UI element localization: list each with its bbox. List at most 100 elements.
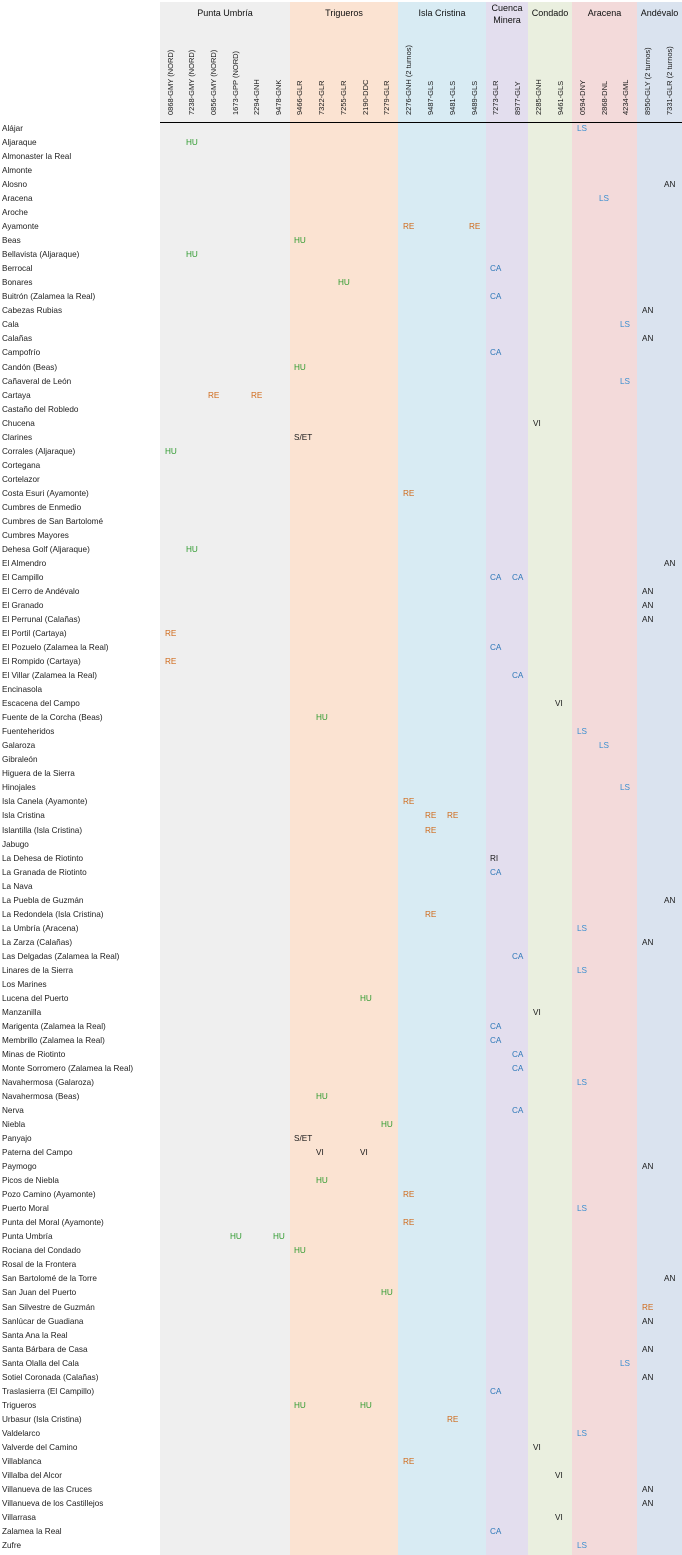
row-label: Sotiel Coronada (Calañas) — [2, 1372, 99, 1382]
row-label: Cabezas Rubias — [2, 306, 63, 316]
row-label: Alosno — [2, 180, 28, 190]
row-label: Cortelazor — [2, 474, 40, 484]
cell-code: AN — [642, 601, 654, 611]
group-band — [637, 2, 682, 1555]
row-label: Costa Esuri (Ayamonte) — [2, 488, 89, 498]
cell-code: RE — [165, 629, 177, 639]
row-label: Aroche — [2, 208, 28, 218]
row-label: La Zarza (Calañas) — [2, 937, 73, 947]
row-label: Santa Bárbara de Casa — [2, 1344, 88, 1354]
row-label: Isla Canela (Ayamonte) — [2, 797, 88, 807]
row-label: Cala — [2, 320, 19, 330]
group-band — [160, 2, 290, 1555]
row-label: San Juan del Puerto — [2, 1288, 77, 1298]
column-header: 8977-GLY — [513, 28, 523, 120]
group-header: Trigueros — [325, 8, 363, 18]
row-label: Calañas — [2, 334, 33, 344]
row-label: La Redondela (Isla Cristina) — [2, 909, 104, 919]
cell-code: HU — [165, 446, 177, 456]
cell-code: VI — [533, 418, 541, 428]
cell-code: S/ET — [294, 432, 313, 442]
cell-code: AN — [642, 1484, 654, 1494]
cell-code: CA — [490, 1021, 502, 1031]
cell-code: CA — [490, 264, 502, 274]
cell-code: HU — [186, 544, 198, 554]
row-label: Zufre — [2, 1541, 22, 1551]
cell-code: RE — [165, 657, 177, 667]
row-label: San Silvestre de Guzmán — [2, 1302, 95, 1312]
cell-code: LS — [620, 320, 631, 330]
column-header: 9478-GNK — [274, 28, 284, 120]
cell-code: RE — [425, 811, 437, 821]
cell-code: AN — [642, 334, 654, 344]
cell-code: LS — [620, 376, 631, 386]
row-label: Urbasur (Isla Cristina) — [2, 1414, 82, 1424]
column-header: 8950-GLY (2 turnos) — [643, 28, 653, 120]
cell-code: HU — [316, 713, 328, 723]
group-band — [290, 2, 398, 1555]
cell-code: HU — [294, 1246, 306, 1256]
row-label: Bellavista (Aljaraque) — [2, 250, 80, 260]
row-label: Ayamonte — [2, 222, 39, 232]
cell-code: LS — [577, 1078, 588, 1088]
row-label: Panyajo — [2, 1134, 32, 1144]
cell-code: S/ET — [294, 1134, 313, 1144]
row-label: Zalamea la Real — [2, 1527, 62, 1536]
row-label: Villanueva de los Castillejos — [2, 1498, 104, 1508]
row-label: Las Delgadas (Zalamea la Real) — [2, 951, 120, 961]
cell-code: VI — [360, 1148, 368, 1158]
row-label: Punta Umbría — [2, 1232, 53, 1242]
row-label: Villalba del Alcor — [2, 1470, 62, 1480]
row-label: Lucena del Puerto — [2, 993, 69, 1003]
group-header: Condado — [531, 8, 569, 18]
cell-code: HU — [360, 1400, 372, 1410]
row-label: Trigueros — [2, 1400, 37, 1410]
row-label: El Almendro — [2, 558, 47, 568]
cell-code: LS — [577, 1428, 588, 1438]
column-header-label: 2285-GNH — [534, 79, 543, 115]
cell-code: AN — [642, 1344, 654, 1354]
column-header-label: 9461-GLS — [556, 80, 565, 115]
cell-code: RE — [403, 1218, 415, 1228]
cell-code: VI — [533, 1442, 541, 1452]
row-label: Niebla — [2, 1120, 26, 1130]
row-label: El Granado — [2, 601, 44, 611]
cell-code: HU — [186, 138, 198, 148]
group-band — [486, 2, 528, 1555]
cell-code: LS — [577, 727, 588, 737]
column-header-label: 2276-GNH (2 turnos) — [404, 44, 413, 115]
cell-code: CA — [512, 951, 524, 961]
row-label: Membrillo (Zalamea la Real) — [2, 1035, 105, 1045]
cell-code: AN — [642, 586, 654, 596]
cell-code: LS — [599, 194, 610, 204]
cell-code: AN — [664, 1274, 676, 1284]
column-header: 7279-GLR — [382, 28, 392, 120]
cell-code: LS — [599, 741, 610, 751]
column-header-label: 7273-GLR — [491, 80, 500, 115]
row-label: Picos de Niebla — [2, 1176, 59, 1186]
row-label: Minas de Riotinto — [2, 1049, 66, 1059]
column-header-label: 1673-GPP (NORD) — [231, 50, 240, 115]
row-label: Cañaveral de León — [2, 376, 72, 386]
column-header-label: 8950-GLY (2 turnos) — [643, 47, 652, 115]
header-divider — [160, 122, 682, 123]
row-label: Aracena — [2, 194, 33, 204]
cell-code: RE — [251, 390, 263, 400]
row-label: Cortegana — [2, 460, 41, 470]
row-label: El Cerro de Andévalo — [2, 586, 80, 596]
row-label: Candón (Beas) — [2, 362, 58, 372]
column-header-label: 7255-GLR — [339, 80, 348, 115]
row-label: Punta del Moral (Ayamonte) — [2, 1218, 104, 1228]
cell-code: AN — [642, 937, 654, 947]
row-label: Monte Sorromero (Zalamea la Real) — [2, 1064, 134, 1073]
cell-code: LS — [577, 1204, 588, 1214]
row-label: La Nava — [2, 881, 33, 891]
row-label: Paymogo — [2, 1162, 37, 1172]
cell-code: CA — [512, 572, 524, 582]
column-header-label: 0856-GMY (NORD) — [209, 49, 218, 115]
row-label: La Dehesa de Riotinto — [2, 853, 84, 863]
column-header: 9481-GLS — [448, 28, 458, 120]
column-header: 7273-GLR — [491, 28, 501, 120]
row-label: Encinasola — [2, 685, 43, 695]
cell-code: RE — [447, 1414, 459, 1424]
